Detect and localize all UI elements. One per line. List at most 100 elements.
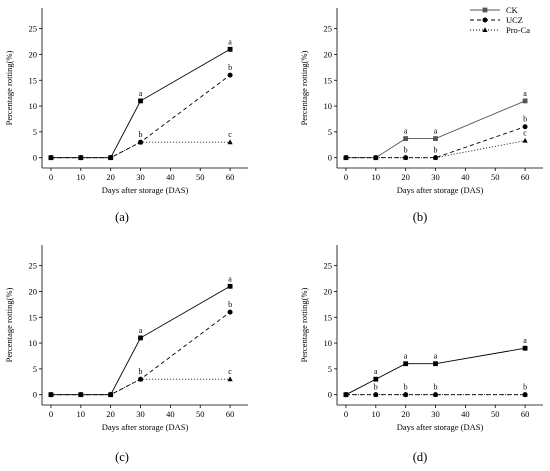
x-axis-title: Days after storage (DAS): [397, 185, 484, 195]
significance-letter: b: [374, 383, 378, 392]
legend-marker: [482, 27, 488, 32]
significance-letter: b: [228, 300, 232, 309]
y-tick-label: 15: [29, 75, 38, 85]
point-pro-ca: [403, 391, 409, 397]
point-pro-ca: [78, 154, 84, 160]
significance-letter: a: [228, 274, 232, 283]
legend-label: Pro-Ca: [506, 25, 530, 35]
y-tick-label: 20: [324, 286, 333, 296]
y-tick-label: 5: [33, 364, 37, 374]
y-tick-label: 5: [328, 364, 332, 374]
y-tick-label: 25: [324, 261, 333, 271]
significance-letter: a: [434, 127, 438, 136]
panel-label: (d): [413, 450, 428, 464]
significance-letter: c: [228, 367, 232, 376]
point-pro-ca: [432, 154, 439, 160]
point-pro-ca: [48, 391, 54, 397]
legend-marker: [482, 17, 488, 23]
y-tick-label: 5: [328, 127, 332, 137]
point-ucz: [522, 124, 528, 130]
series-line-ucz: [50, 74, 231, 159]
point-ucz: [227, 72, 233, 78]
x-axis-title: Days after storage (DAS): [102, 422, 189, 432]
significance-letter: b: [523, 115, 527, 124]
series-line-pro-ca: [50, 141, 231, 159]
significance-letter: c: [228, 130, 232, 139]
x-tick-label: 0: [344, 409, 348, 419]
point-pro-ca: [522, 137, 528, 143]
x-tick-label: 30: [136, 409, 145, 419]
y-tick-label: 10: [324, 338, 333, 348]
x-tick-label: 60: [521, 172, 530, 182]
chart-panel-d: 0 10 20 30 40 50 60 0 5 10 15 20 25 Days after storag…: [299, 245, 543, 464]
point-pro-ca: [137, 376, 144, 382]
x-axis-title: Days after storage (DAS): [102, 185, 189, 195]
y-axis-title: Percentage rotting(%): [4, 287, 14, 362]
significance-letter: c: [523, 129, 527, 138]
significance-letter: b: [139, 367, 143, 376]
significance-letter: a: [228, 37, 232, 46]
y-tick-label: 20: [29, 286, 38, 296]
x-tick-label: 10: [372, 172, 381, 182]
point-ck: [373, 376, 379, 382]
significance-letter: a: [374, 367, 378, 376]
y-tick-label: 20: [29, 49, 38, 59]
y-axis-title: Percentage rotting(%): [299, 50, 309, 125]
chart-panel-b: 0 10 20 30 40 50 60 0 5 10 15 20 25 Days after storag…: [299, 8, 543, 224]
point-pro-ca: [108, 154, 114, 160]
point-ck: [403, 136, 409, 141]
point-ck: [522, 345, 528, 351]
significance-letter: b: [404, 383, 408, 392]
point-pro-ca: [432, 391, 439, 397]
point-ck: [138, 98, 143, 104]
significance-letter: a: [404, 127, 408, 136]
significance-letter: a: [523, 336, 527, 345]
significance-letter: b: [228, 63, 232, 72]
significance-letter: a: [523, 89, 527, 98]
series-line-ucz: [50, 311, 231, 396]
y-tick-label: 15: [324, 312, 333, 322]
point-pro-ca: [403, 154, 409, 160]
legend-label: CK: [506, 5, 519, 15]
x-tick-label: 60: [226, 172, 235, 182]
significance-letter: a: [139, 89, 143, 98]
panel-label: (a): [115, 210, 129, 224]
point-ck: [227, 283, 233, 289]
significance-letter: b: [139, 130, 143, 139]
significance-letter: a: [434, 352, 438, 361]
chart-panel-c: 0 10 20 30 40 50 60 0 5 10 15 20 25 Days after storag…: [4, 245, 248, 464]
x-tick-label: 40: [461, 409, 470, 419]
y-tick-label: 15: [324, 75, 333, 85]
x-tick-label: 60: [226, 409, 235, 419]
y-tick-label: 25: [29, 261, 38, 271]
panel-label: (c): [115, 450, 129, 464]
point-pro-ca: [227, 376, 233, 382]
y-tick-label: 10: [324, 101, 333, 111]
x-tick-label: 30: [136, 172, 145, 182]
legend-label: UCZ: [506, 15, 523, 25]
significance-letter: b: [404, 146, 408, 155]
y-tick-label: 10: [29, 101, 38, 111]
point-ck: [403, 361, 409, 367]
y-tick-label: 0: [33, 390, 37, 400]
x-tick-label: 0: [49, 409, 53, 419]
point-ck: [522, 98, 528, 104]
x-tick-label: 30: [431, 172, 440, 182]
x-tick-label: 0: [49, 172, 53, 182]
x-tick-label: 20: [401, 172, 410, 182]
x-tick-label: 40: [166, 409, 175, 419]
y-axis-title: Percentage rotting(%): [4, 50, 14, 125]
y-tick-label: 10: [29, 338, 38, 348]
y-tick-label: 20: [324, 49, 333, 59]
y-tick-label: 0: [33, 153, 37, 163]
point-pro-ca: [227, 139, 233, 145]
x-axis-title: Days after storage (DAS): [397, 422, 484, 432]
point-pro-ca: [343, 154, 349, 160]
y-tick-label: 25: [29, 24, 38, 34]
point-pro-ca: [343, 391, 349, 397]
x-tick-label: 50: [196, 172, 205, 182]
significance-letter: b: [434, 383, 438, 392]
y-axis-title: Percentage rotting(%): [299, 287, 309, 362]
